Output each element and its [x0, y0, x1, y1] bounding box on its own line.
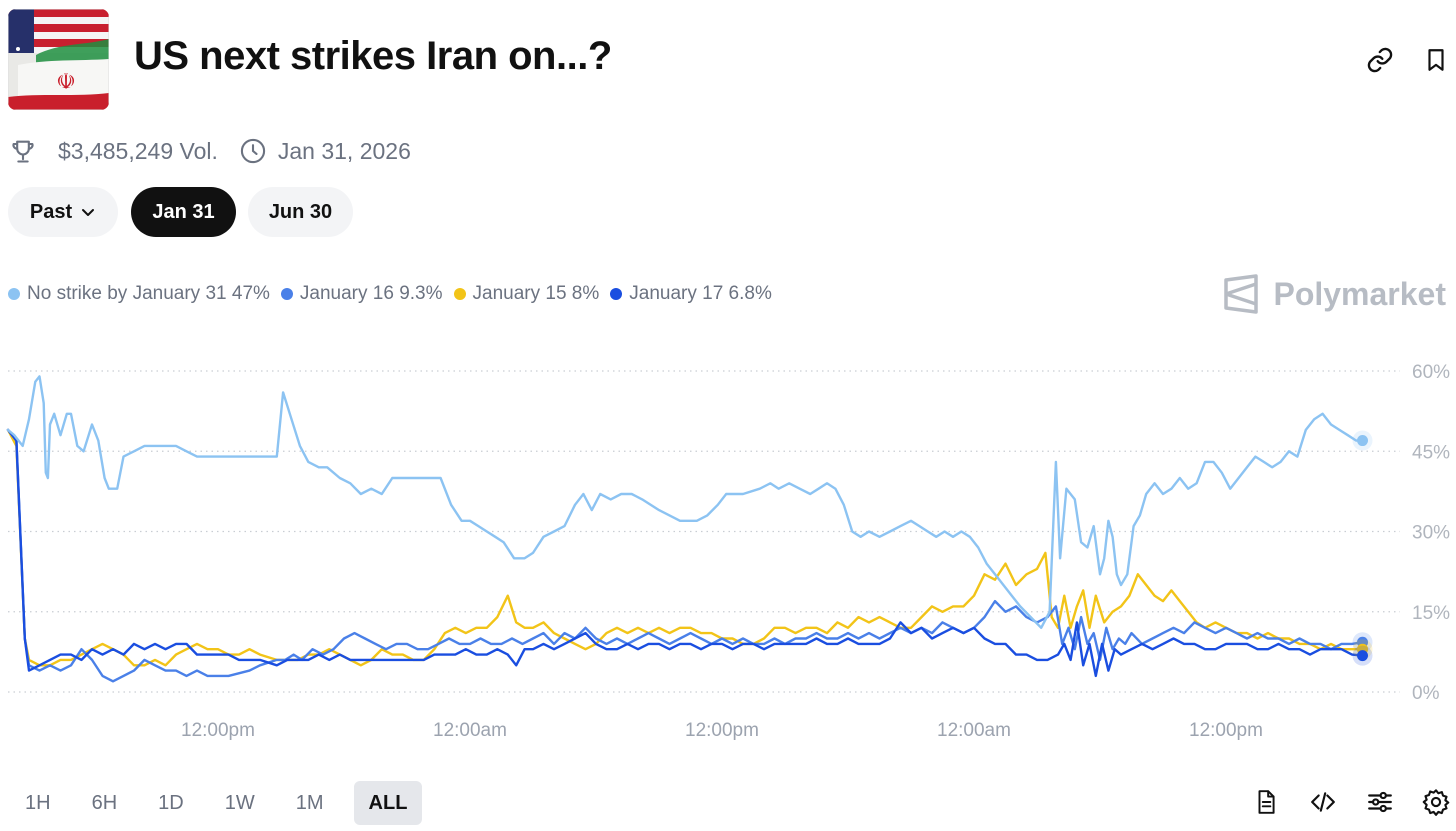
series-line	[6, 428, 1364, 678]
series-line	[6, 428, 1364, 667]
us-iran-flags-image: ☫	[8, 9, 109, 110]
range-1w[interactable]: 1W	[224, 791, 255, 814]
y-tick-label: 30%	[1412, 523, 1450, 544]
legend-label: January 15 8%	[472, 283, 600, 304]
bookmark-button[interactable]	[1418, 42, 1454, 78]
pill-jun-30-label: Jun 30	[268, 200, 333, 223]
watermark-text: Polymarket	[1273, 275, 1446, 312]
y-tick-label: 0%	[1412, 683, 1440, 704]
x-tick-label: 12:00pm	[1189, 720, 1263, 741]
range-6h[interactable]: 6H	[91, 791, 118, 814]
clock-icon	[238, 136, 268, 166]
polymarket-logo-icon	[1224, 274, 1259, 314]
legend-item-january-16: January 16 9.3%	[280, 283, 443, 305]
bookmark-icon	[1428, 49, 1444, 71]
chart-legend: No strike by January 31 47% January 16 9…	[8, 282, 783, 306]
legend-label: No strike by January 31 47%	[27, 283, 270, 304]
x-tick-label: 12:00am	[937, 720, 1011, 741]
trophy-icon	[8, 136, 38, 166]
legend-label: January 16 9.3%	[299, 283, 443, 304]
link-icon	[1367, 47, 1393, 73]
range-1h[interactable]: 1H	[25, 791, 51, 814]
rules-button[interactable]	[1250, 786, 1282, 818]
y-tick-label: 60%	[1412, 362, 1450, 383]
link-button[interactable]	[1362, 42, 1398, 78]
legend-dot	[8, 288, 20, 300]
x-tick-label: 12:00pm	[181, 720, 255, 741]
pill-past[interactable]: Past	[8, 187, 118, 237]
pill-past-label: Past	[29, 200, 73, 223]
svg-text:☫: ☫	[56, 70, 76, 95]
chart-settings-button[interactable]	[1364, 786, 1396, 818]
volume-text: $3,485,249 Vol.	[58, 137, 218, 164]
end-date-text: Jan 31, 2026	[277, 137, 411, 164]
legend-dot	[610, 288, 623, 300]
legend-item-january-17: January 17 6.8%	[610, 283, 772, 305]
page-title: US next strikes Iran on...?	[134, 34, 612, 78]
series-end-point	[1357, 650, 1368, 662]
y-tick-label: 15%	[1412, 603, 1450, 624]
pill-jan-31-label: Jan 31	[152, 200, 215, 223]
embed-button[interactable]	[1307, 786, 1339, 818]
x-tick-label: 12:00am	[433, 720, 507, 741]
series-end-point	[1357, 435, 1368, 447]
range-1m[interactable]: 1M	[295, 791, 324, 814]
market-meta: $3,485,249 Vol. Jan 31, 2026	[8, 134, 411, 168]
time-range-selector: 1H 6H 1D 1W 1M ALL	[14, 780, 423, 826]
legend-item-january-15: January 15 8%	[453, 283, 600, 305]
series-line	[6, 428, 1364, 683]
polymarket-watermark: Polymarket	[1223, 272, 1446, 316]
legend-label: January 17 6.8%	[629, 283, 772, 304]
document-icon	[1258, 790, 1275, 814]
sliders-icon	[1368, 791, 1392, 813]
legend-dot	[453, 288, 466, 300]
x-tick-label: 12:00pm	[685, 720, 759, 741]
embed-code-icon	[1311, 792, 1335, 812]
legend-dot	[280, 288, 293, 300]
pill-jun-30[interactable]: Jun 30	[248, 187, 353, 237]
y-tick-label: 45%	[1412, 442, 1450, 463]
price-chart: 0% 15% 30% 45% 60% 12:00pm 12:00am 12:00pm 12:00…	[6, 362, 1450, 741]
range-1d[interactable]: 1D	[158, 791, 184, 814]
gear-icon	[1422, 789, 1450, 816]
series-line	[6, 375, 1364, 629]
range-all[interactable]: ALL	[353, 781, 423, 825]
chevron-down-icon	[82, 209, 95, 216]
settings-button[interactable]	[1420, 786, 1452, 818]
pill-jan-31[interactable]: Jan 31	[131, 187, 236, 237]
legend-item-no-strike: No strike by January 31 47%	[8, 283, 270, 305]
